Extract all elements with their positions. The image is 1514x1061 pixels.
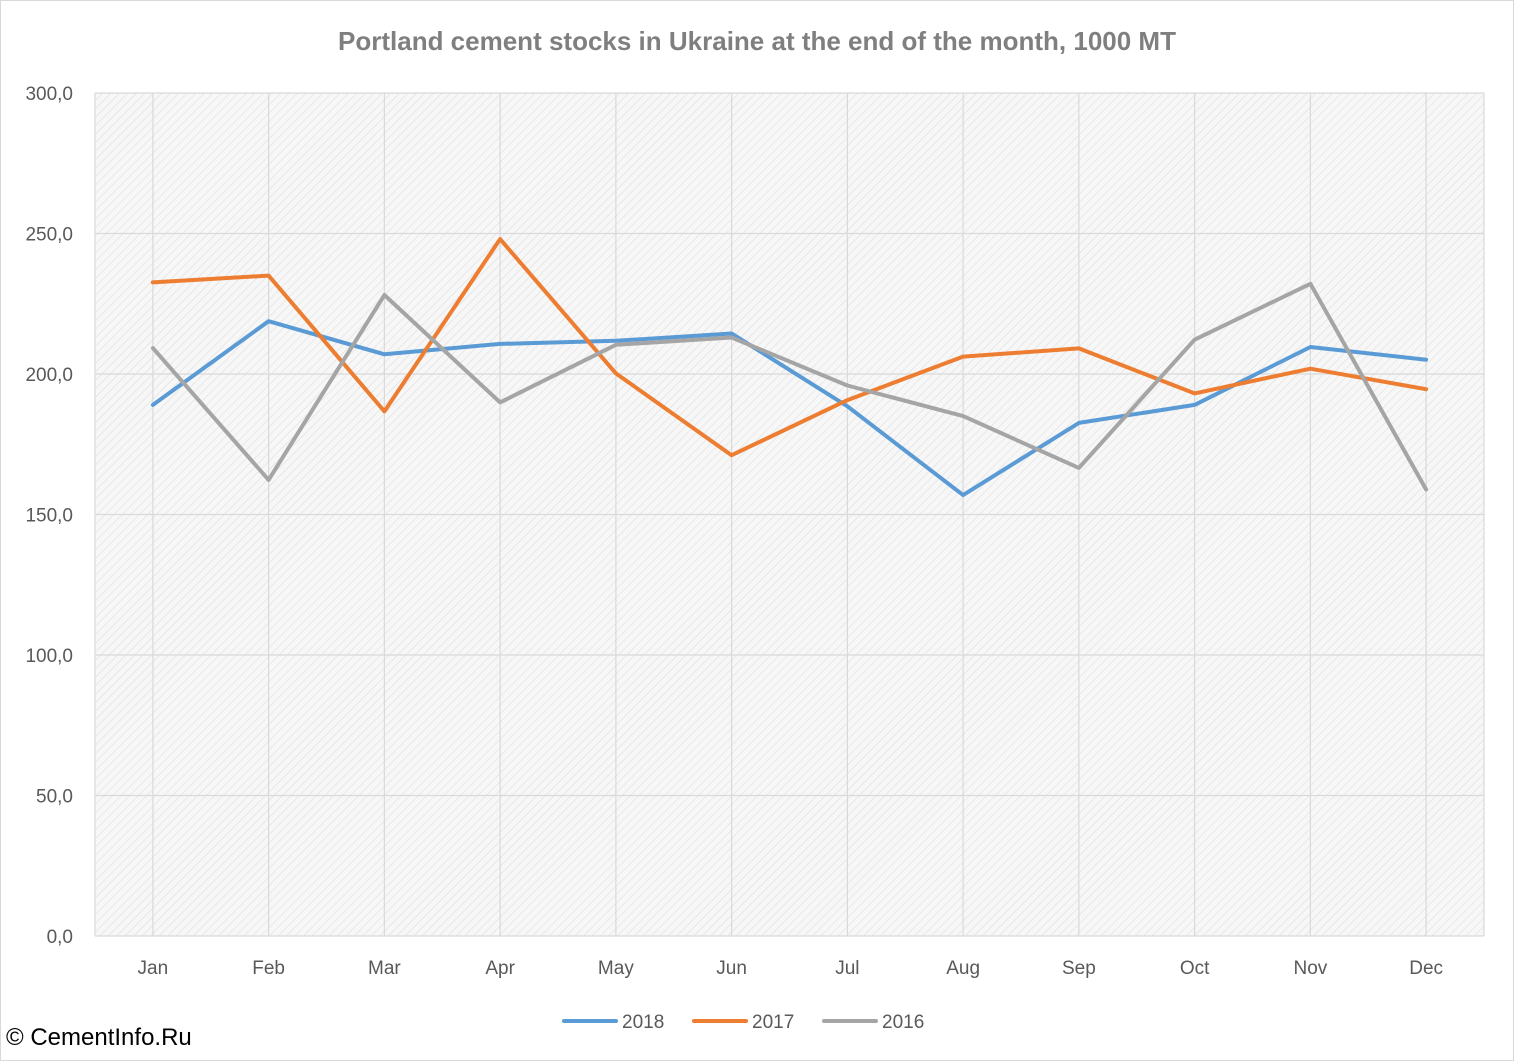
x-tick-label: Oct — [1180, 958, 1210, 979]
y-tick-label: 250,0 — [25, 225, 73, 246]
x-tick-label: Jun — [716, 958, 747, 979]
y-tick-label: 300,0 — [25, 84, 73, 105]
x-tick-label: Jul — [835, 958, 859, 979]
x-tick-label: Jan — [138, 958, 169, 979]
x-tick-label: Mar — [368, 958, 401, 979]
series-line-2016 — [150, 281, 1429, 492]
series-lines — [150, 237, 1429, 498]
y-tick-label: 50,0 — [36, 787, 73, 808]
x-axis: Jan Feb Mar Apr May Jun Jul Aug Sep Oct Nov Dec — [138, 958, 1443, 979]
watermark: © CementInfo.Ru — [6, 1024, 192, 1051]
x-tick-label: Nov — [1293, 958, 1327, 979]
chart-title: Portland cement stocks in Ukraine at the… — [338, 26, 1176, 56]
x-tick-label: May — [598, 958, 634, 979]
y-tick-label: 0,0 — [47, 927, 73, 948]
legend-label-2018: 2018 — [622, 1012, 664, 1033]
y-axis: 0,0 50,0 100,0 150,0 200,0 250,0 300,0 — [25, 84, 73, 948]
legend: 2018 2017 2016 — [562, 1012, 924, 1033]
gridlines — [94, 92, 1485, 937]
x-tick-label: Sep — [1062, 958, 1096, 979]
x-tick-label: Dec — [1409, 958, 1443, 979]
legend-label-2016: 2016 — [882, 1012, 924, 1033]
series-line-2017 — [150, 237, 1429, 458]
y-tick-label: 100,0 — [25, 646, 73, 667]
series-line-2018 — [150, 319, 1429, 498]
y-tick-label: 150,0 — [25, 506, 73, 527]
x-tick-label: Aug — [946, 958, 980, 979]
legend-label-2017: 2017 — [752, 1012, 794, 1033]
x-tick-label: Feb — [252, 958, 285, 979]
x-tick-label: Apr — [485, 958, 515, 979]
y-tick-label: 200,0 — [25, 365, 73, 386]
